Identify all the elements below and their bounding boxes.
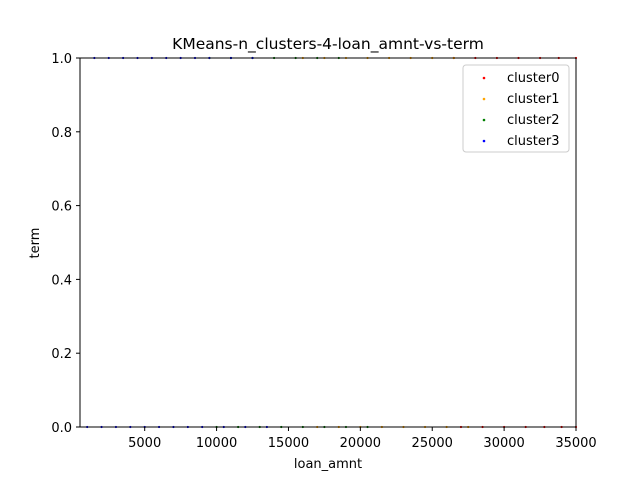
legend-label-cluster3: cluster3 <box>507 134 559 149</box>
y-tick-label-5: 1.0 <box>51 52 72 67</box>
y-tick-label-3: 0.6 <box>51 200 72 215</box>
plot-area <box>79 56 578 429</box>
x-tick-label-3: 20000 <box>340 436 381 451</box>
x-tick-label-1: 10000 <box>196 436 237 451</box>
legend-label-cluster2: cluster2 <box>507 113 559 128</box>
legend-label-cluster0: cluster0 <box>507 71 559 86</box>
legend-label-cluster1: cluster1 <box>507 92 559 107</box>
x-axis-label: loan_amnt <box>294 457 362 472</box>
legend-marker-cluster0 <box>482 76 486 80</box>
legend-marker-cluster2 <box>482 118 486 122</box>
legend-marker-cluster3 <box>482 139 486 143</box>
y-tick-label-1: 0.2 <box>51 347 72 362</box>
plot-frame <box>79 57 577 428</box>
x-tick-label-5: 30000 <box>483 436 524 451</box>
x-tick-label-4: 25000 <box>412 436 453 451</box>
legend-marker-cluster1 <box>482 97 486 101</box>
x-tick-label-0: 5000 <box>128 436 161 451</box>
chart-title: KMeans-n_clusters-4-loan_amnt-vs-term <box>172 35 484 54</box>
y-axis-ticks: 0.0 0.2 0.4 0.6 0.8 1.0 <box>51 52 80 436</box>
y-tick-label-4: 0.8 <box>51 126 72 141</box>
y-tick-label-2: 0.4 <box>51 273 72 288</box>
x-tick-label-2: 15000 <box>268 436 309 451</box>
y-axis-label: term <box>28 228 43 259</box>
y-tick-label-0: 0.0 <box>51 421 72 436</box>
x-tick-label-6: 35000 <box>555 436 596 451</box>
x-axis-ticks: 5000 10000 15000 20000 25000 30000 35000 <box>128 427 597 451</box>
legend-box <box>462 64 570 153</box>
series-cluster0 <box>452 56 578 429</box>
legend: cluster0 cluster1 cluster2 cluster3 <box>462 64 570 153</box>
